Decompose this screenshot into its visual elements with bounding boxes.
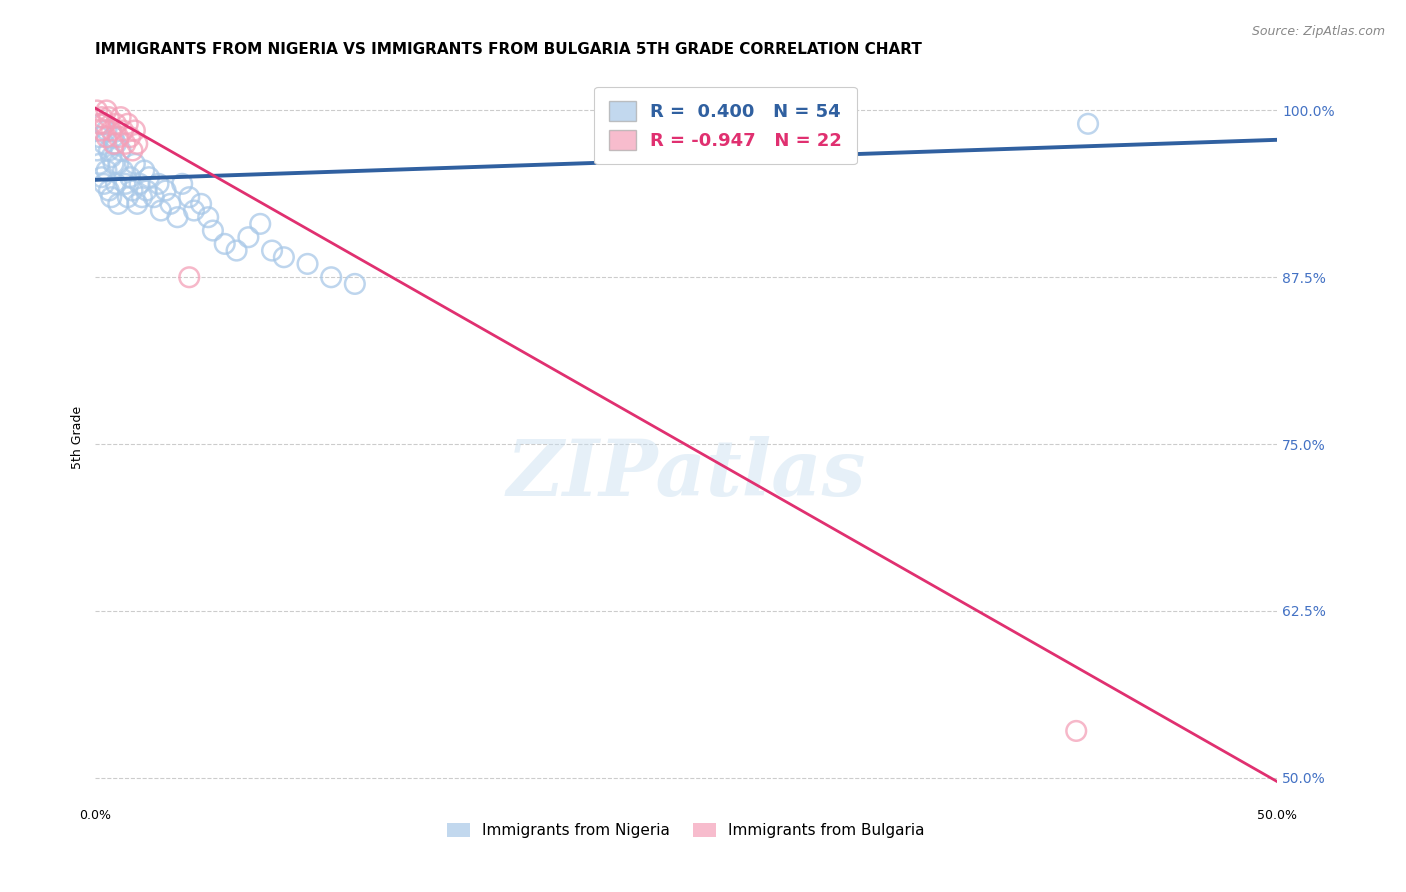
Point <box>166 211 188 225</box>
Point <box>127 197 149 211</box>
Point <box>89 117 111 131</box>
Point <box>86 103 108 118</box>
Point <box>104 117 127 131</box>
Point <box>97 110 120 124</box>
Point <box>120 170 142 185</box>
Point <box>90 170 112 185</box>
Point <box>159 197 181 211</box>
Point <box>89 130 111 145</box>
Point <box>131 190 153 204</box>
Point <box>1064 723 1087 738</box>
Point <box>321 270 343 285</box>
Point <box>96 163 118 178</box>
Point <box>138 170 160 185</box>
Point <box>107 197 129 211</box>
Point <box>172 177 194 191</box>
Point <box>238 230 260 244</box>
Point <box>90 117 112 131</box>
Point <box>179 190 201 204</box>
Point <box>112 163 135 178</box>
Point <box>142 190 165 204</box>
Point <box>97 144 120 158</box>
Point <box>104 136 127 151</box>
Point <box>103 130 125 145</box>
Point <box>134 163 156 178</box>
Point <box>93 117 115 131</box>
Point <box>214 236 236 251</box>
Point <box>97 184 120 198</box>
Point <box>273 250 295 264</box>
Point <box>201 223 224 237</box>
Point <box>86 144 108 158</box>
Point <box>114 136 136 151</box>
Point <box>121 184 143 198</box>
Point <box>93 136 115 151</box>
Point <box>89 157 111 171</box>
Point <box>155 184 177 198</box>
Point <box>124 157 146 171</box>
Y-axis label: 5th Grade: 5th Grade <box>72 406 84 469</box>
Point <box>249 217 271 231</box>
Point <box>127 136 149 151</box>
Point <box>112 123 135 137</box>
Point <box>100 123 122 137</box>
Point <box>90 110 112 124</box>
Text: IMMIGRANTS FROM NIGERIA VS IMMIGRANTS FROM BULGARIA 5TH GRADE CORRELATION CHART: IMMIGRANTS FROM NIGERIA VS IMMIGRANTS FR… <box>94 42 921 57</box>
Point <box>93 177 115 191</box>
Point <box>135 184 157 198</box>
Point <box>1077 117 1099 131</box>
Point <box>260 244 283 258</box>
Point <box>225 244 247 258</box>
Point <box>114 177 136 191</box>
Point <box>190 197 212 211</box>
Point <box>117 190 139 204</box>
Point <box>110 144 132 158</box>
Point <box>343 277 366 291</box>
Legend: Immigrants from Nigeria, Immigrants from Bulgaria: Immigrants from Nigeria, Immigrants from… <box>441 817 931 845</box>
Point <box>128 177 150 191</box>
Point <box>297 257 319 271</box>
Point <box>120 130 142 145</box>
Point <box>103 136 125 151</box>
Point <box>110 110 132 124</box>
Point <box>124 123 146 137</box>
Point <box>100 150 122 164</box>
Point <box>183 203 205 218</box>
Point <box>90 123 112 137</box>
Point <box>104 177 127 191</box>
Text: ZIPatlas: ZIPatlas <box>506 436 866 512</box>
Point <box>96 130 118 145</box>
Point <box>103 157 125 171</box>
Point <box>179 270 201 285</box>
Point <box>107 157 129 171</box>
Point <box>107 130 129 145</box>
Point <box>149 203 172 218</box>
Point <box>197 211 219 225</box>
Text: Source: ZipAtlas.com: Source: ZipAtlas.com <box>1251 25 1385 38</box>
Point <box>100 190 122 204</box>
Point <box>148 177 170 191</box>
Point <box>121 144 143 158</box>
Point <box>117 117 139 131</box>
Point <box>96 123 118 137</box>
Point <box>96 103 118 118</box>
